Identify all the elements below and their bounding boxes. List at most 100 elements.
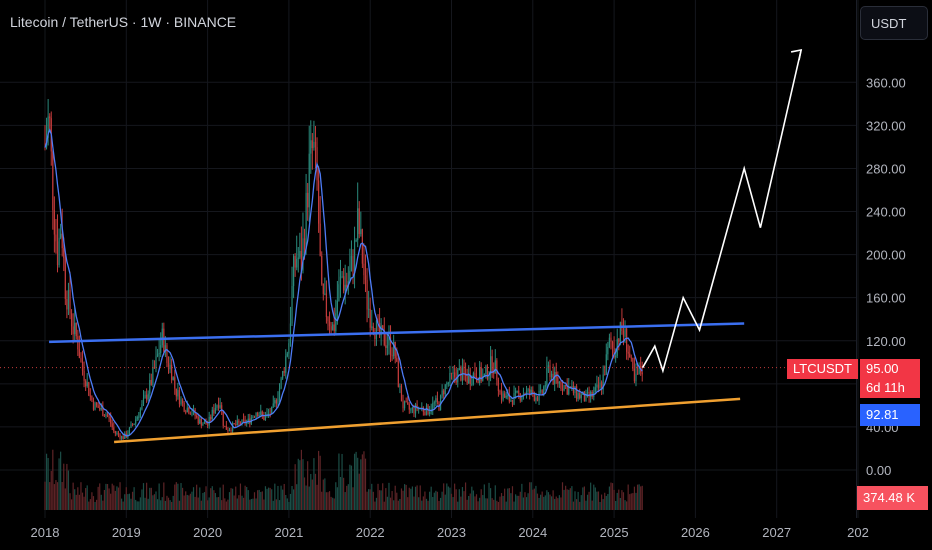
volume-bar: [332, 497, 334, 510]
volume-bar: [56, 482, 59, 510]
volume-bar: [558, 495, 560, 510]
volume-bar: [552, 490, 554, 510]
volume-bar: [475, 494, 478, 510]
volume-bar: [444, 494, 446, 510]
volume-bar: [399, 498, 401, 510]
moving-average-line: [44, 128, 643, 437]
volume-bar: [55, 480, 57, 510]
candle-body: [203, 421, 206, 424]
volume-bar: [497, 501, 500, 510]
candle-body: [613, 347, 615, 358]
volume-bar: [214, 493, 217, 510]
candle-body: [200, 419, 202, 426]
volume-bar: [244, 485, 246, 510]
volume-bar: [378, 490, 381, 510]
volume-bar: [546, 490, 548, 510]
volume-bar: [205, 486, 207, 510]
candle-body: [393, 341, 395, 356]
volume-bar: [163, 482, 165, 510]
volume-bar: [192, 487, 195, 510]
volume-bar: [264, 486, 267, 510]
candle-body: [474, 373, 476, 377]
candle-body: [475, 376, 478, 380]
volume-bar: [579, 501, 581, 510]
candle-body: [339, 276, 342, 285]
volume-bar: [113, 485, 115, 510]
volume-bar: [161, 497, 163, 510]
volume-bar: [541, 491, 543, 510]
volume-bar: [402, 490, 404, 510]
volume-bar: [227, 499, 229, 510]
candle-body: [618, 339, 620, 342]
candle-body: [296, 258, 298, 268]
candle-body: [597, 384, 600, 388]
candle-body: [411, 407, 414, 410]
candle-body: [529, 389, 531, 395]
candle-body: [311, 140, 313, 149]
candle-body: [300, 250, 303, 271]
volume-bar: [586, 494, 589, 510]
volume-bar: [219, 487, 221, 510]
candle-body: [385, 345, 387, 349]
candle-body: [513, 393, 515, 405]
volume-bar: [522, 497, 525, 510]
candle-body: [480, 367, 482, 381]
volume-bar: [67, 470, 70, 510]
volume-bar: [488, 482, 490, 510]
candle-body: [211, 409, 213, 420]
candle-body: [455, 377, 457, 383]
volume-bar: [60, 451, 62, 510]
candle-body: [164, 345, 166, 352]
volume-bar: [416, 485, 418, 510]
candle-body: [95, 402, 98, 406]
candle-body: [383, 329, 385, 346]
volume-bar: [574, 491, 576, 510]
candle-body: [110, 418, 112, 424]
volume-bar: [505, 501, 507, 510]
candle-body: [255, 412, 257, 417]
candle-body: [294, 256, 296, 268]
volume-bar: [153, 494, 156, 510]
volume-bar: [95, 499, 98, 510]
projection-arrowhead: [790, 48, 803, 61]
volume-bar: [591, 500, 593, 510]
volume-bar: [319, 455, 321, 510]
candle-body: [338, 284, 340, 301]
volume-bar: [166, 495, 168, 510]
trendlines: [49, 322, 745, 444]
volume-bar: [99, 483, 101, 510]
candle-body: [577, 393, 579, 399]
candle-body: [171, 364, 173, 380]
volume-bar: [282, 489, 284, 510]
resistance-trendline: [49, 322, 745, 344]
volume-bar: [633, 486, 636, 510]
candle-body: [554, 371, 556, 385]
candle-body: [230, 430, 232, 432]
candle-body: [264, 416, 267, 421]
candle-body: [610, 337, 612, 342]
candle-body: [286, 353, 288, 357]
volume-bar: [557, 498, 559, 510]
volume-bar: [585, 500, 587, 510]
candle-body: [303, 238, 306, 250]
candle-body: [257, 412, 259, 417]
volume-bar: [519, 491, 521, 510]
volume-bar: [363, 451, 365, 510]
volume-bar: [50, 470, 52, 510]
candle-body: [150, 379, 152, 385]
candle-body: [629, 353, 631, 358]
volume-bar: [233, 495, 235, 510]
projection-path: [641, 48, 803, 374]
volume-bar: [207, 500, 209, 510]
volume-bar: [532, 489, 534, 510]
candle-body: [407, 402, 409, 405]
currency-button[interactable]: USDT: [860, 6, 928, 40]
candle-body: [585, 392, 587, 402]
candle-body: [638, 365, 640, 374]
candle-body: [49, 116, 51, 119]
candle-body: [521, 397, 523, 401]
volume-bar: [436, 491, 439, 510]
candle-body: [502, 393, 504, 400]
candle-body: [72, 326, 74, 335]
